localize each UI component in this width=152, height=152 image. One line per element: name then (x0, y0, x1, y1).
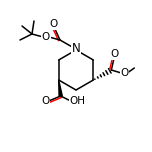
Text: O: O (49, 19, 57, 29)
Polygon shape (59, 80, 62, 96)
Text: OH: OH (70, 96, 86, 106)
Text: O: O (110, 49, 118, 59)
Text: O: O (120, 68, 128, 78)
Text: N: N (72, 43, 80, 55)
Text: O: O (42, 32, 50, 42)
Text: O: O (41, 96, 50, 106)
